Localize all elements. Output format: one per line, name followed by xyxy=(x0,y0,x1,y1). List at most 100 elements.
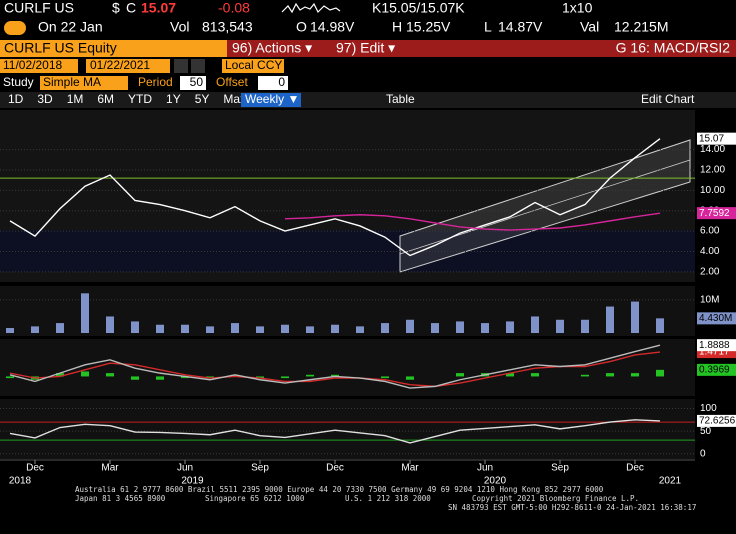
range-button[interactable]: 1M xyxy=(67,92,84,106)
last-value-box xyxy=(697,363,736,376)
range-button[interactable]: 1Y xyxy=(166,92,181,106)
last-value-label: 15.07 xyxy=(699,133,724,144)
bar xyxy=(306,374,314,377)
bar xyxy=(331,324,339,333)
open-label: O xyxy=(296,19,307,35)
range-bar xyxy=(0,92,736,108)
range-button[interactable]: 3D xyxy=(37,92,53,106)
volume: 813,543 xyxy=(202,19,253,35)
x-tick-label: Mar xyxy=(101,463,119,474)
y-tick-label: 4.00 xyxy=(700,246,720,257)
year-label: 2020 xyxy=(484,476,507,487)
footer-line: U.S. 1 212 318 2000 xyxy=(345,494,431,503)
end-date[interactable]: 01/22/2021 xyxy=(90,58,150,72)
bar xyxy=(631,373,639,377)
year-label: 2021 xyxy=(659,476,682,487)
high: 15.25V xyxy=(406,19,451,35)
bar xyxy=(406,319,414,333)
period-field[interactable] xyxy=(180,76,206,90)
period[interactable]: 50 xyxy=(190,75,204,89)
next-button[interactable] xyxy=(191,59,205,73)
offset-label: Offset xyxy=(216,75,248,89)
y-tick-label: 50 xyxy=(700,426,712,437)
bar xyxy=(481,323,489,333)
bar xyxy=(56,373,64,377)
x-tick-label: Jun xyxy=(477,463,493,474)
vol-label: Vol xyxy=(170,19,189,35)
frequency[interactable]: Weekly ▼ xyxy=(245,92,299,106)
bar xyxy=(256,376,264,379)
val-label: Val xyxy=(580,19,599,35)
frequency-field[interactable] xyxy=(241,93,301,107)
actions-menu[interactable]: 96) Actions ▾ xyxy=(232,40,312,56)
table-button[interactable]: Table xyxy=(386,92,415,106)
last-value-box xyxy=(697,312,736,325)
start-field[interactable] xyxy=(0,59,78,73)
currency-mode[interactable]: Local CCY xyxy=(225,58,282,72)
edit-chart[interactable]: Edit Chart xyxy=(641,92,695,106)
high-label: H xyxy=(392,19,402,35)
bar xyxy=(306,326,314,333)
bar xyxy=(181,376,189,379)
bar xyxy=(381,323,389,333)
rsi-panel xyxy=(0,399,695,459)
y-tick-label: 6.00 xyxy=(700,226,720,237)
range-button[interactable]: 6M xyxy=(97,92,114,106)
study[interactable]: Simple MA xyxy=(43,75,101,89)
security-bar xyxy=(0,40,227,57)
value-traded: 12.215M xyxy=(614,19,668,35)
series-line xyxy=(9,138,661,257)
bar xyxy=(281,324,289,333)
range-button[interactable]: 5Y xyxy=(195,92,210,106)
study-field[interactable] xyxy=(40,76,128,90)
security[interactable]: CURLF US Equity xyxy=(4,40,117,56)
year-label: 2018 xyxy=(9,476,32,487)
series-line xyxy=(9,419,661,444)
y-tick-label: 10M xyxy=(700,295,719,306)
bar xyxy=(56,323,64,333)
bar xyxy=(506,373,514,377)
change: -0.08 xyxy=(218,0,250,16)
low-label: L xyxy=(484,19,492,35)
bar xyxy=(606,373,614,377)
y-tick-label: 12.00 xyxy=(700,165,725,176)
prev-button[interactable] xyxy=(174,59,188,73)
y-tick-label: 14.00 xyxy=(700,144,725,155)
bar xyxy=(556,319,564,333)
currency: $ xyxy=(112,0,120,16)
footer-line: SN 483793 EST GMT-5:00 H292-8611-0 24-Ja… xyxy=(448,503,696,512)
ccy-field[interactable] xyxy=(222,59,284,73)
x-tick-label: Mar xyxy=(401,463,419,474)
series-line xyxy=(284,212,661,231)
charts: 2.004.006.008.0010.0012.0014.0015.077.75… xyxy=(0,132,736,487)
x-tick-label: Dec xyxy=(26,463,44,474)
bar xyxy=(106,373,114,377)
bar xyxy=(581,374,589,377)
bar xyxy=(606,306,614,333)
bar xyxy=(6,328,14,333)
end-field[interactable] xyxy=(86,59,170,73)
bar xyxy=(156,324,164,333)
offset[interactable]: 0 xyxy=(278,75,285,89)
footer-line: Japan 81 3 4565 8900 xyxy=(75,494,166,503)
bar xyxy=(156,376,164,380)
trade-date: On 22 Jan xyxy=(38,19,103,35)
x-tick-label: Sep xyxy=(251,463,269,474)
low: 14.87V xyxy=(498,19,543,35)
sparkline xyxy=(281,2,341,14)
edit-menu[interactable]: 97) Edit ▾ xyxy=(336,40,395,56)
range-button[interactable]: Max xyxy=(223,92,246,106)
last-value-box xyxy=(697,207,736,220)
last-value-box xyxy=(697,339,736,352)
menu-bar xyxy=(227,40,736,57)
start-date[interactable]: 11/02/2018 xyxy=(3,58,62,72)
bar xyxy=(656,369,664,377)
bar xyxy=(81,293,89,333)
range-button[interactable]: YTD xyxy=(128,92,152,106)
offset-field[interactable] xyxy=(258,76,288,90)
price-shade xyxy=(0,230,695,272)
range-button[interactable]: 1D xyxy=(8,92,24,106)
bar xyxy=(206,326,214,333)
bar xyxy=(131,376,139,380)
